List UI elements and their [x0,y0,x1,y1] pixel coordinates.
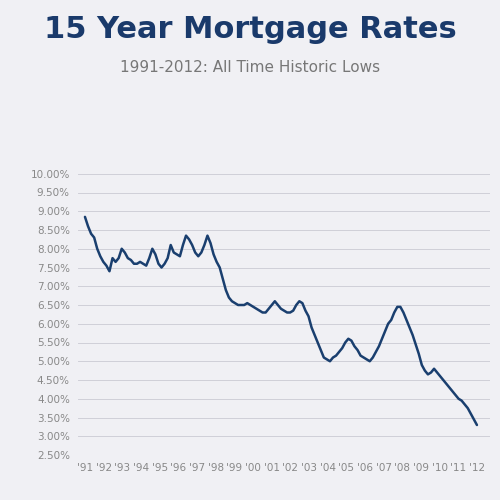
Text: 15 Year Mortgage Rates: 15 Year Mortgage Rates [44,15,457,44]
Text: 1991-2012: All Time Historic Lows: 1991-2012: All Time Historic Lows [120,60,380,75]
